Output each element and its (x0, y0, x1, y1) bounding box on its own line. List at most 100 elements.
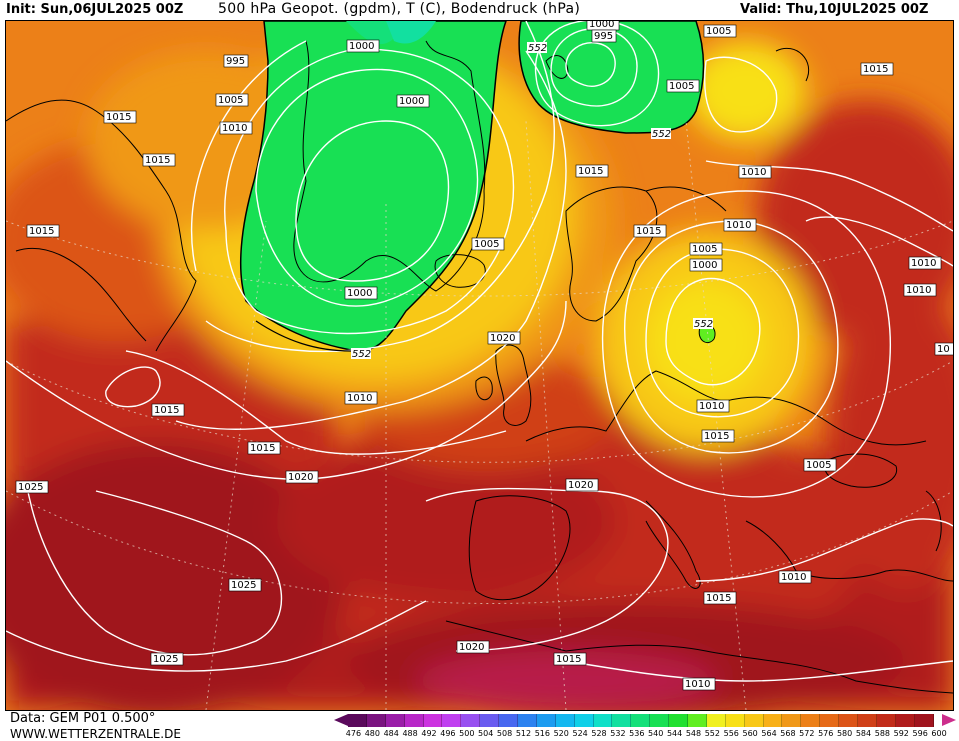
isobar-label: 1015 (860, 62, 894, 76)
svg-text:1015: 1015 (706, 593, 731, 604)
svg-text:1000: 1000 (692, 260, 717, 271)
isobar-label: 1010 (908, 256, 942, 270)
color-scale-cell (631, 714, 651, 727)
isobar-label: 1015 (247, 441, 281, 455)
isobar-label: 995 (223, 54, 249, 68)
color-scale-label: 556 (723, 729, 739, 738)
geopotential-label: 552 (651, 128, 671, 140)
color-scale-label: 536 (629, 729, 645, 738)
color-scale-label: 484 (383, 729, 399, 738)
svg-text:1005: 1005 (218, 95, 243, 106)
svg-text:995: 995 (594, 31, 613, 42)
color-scale-label: 488 (402, 729, 418, 738)
map-title: 500 hPa Geopot. (gpdm), T (C), Bodendruc… (218, 1, 581, 17)
color-scale-label: 568 (780, 729, 796, 738)
color-scale-cell (706, 714, 726, 727)
isobar-label: 1015 (151, 403, 185, 417)
color-scale-label: 500 (459, 729, 475, 738)
svg-text:1010: 1010 (685, 679, 710, 690)
isobar-label: 1015 (575, 164, 609, 178)
svg-text:1020: 1020 (568, 480, 593, 491)
isobar-label: 1010 (778, 570, 812, 584)
color-scale-label: 596 (912, 729, 928, 738)
data-source: Data: GEM P01 0.500° (10, 711, 156, 726)
svg-text:1020: 1020 (490, 333, 515, 344)
isobar-label: 1000 (344, 286, 378, 300)
svg-text:1010: 1010 (222, 123, 247, 134)
isobar-label: 1005 (703, 24, 737, 38)
color-scale-label: 560 (742, 729, 758, 738)
color-scale-label: 496 (440, 729, 456, 738)
isobar-label: 1015 (26, 224, 60, 238)
color-scale-label: 548 (685, 729, 702, 738)
svg-text:1005: 1005 (669, 81, 694, 92)
geopotential-trough-deep (386, 21, 436, 44)
color-scale-label: 540 (648, 729, 664, 738)
svg-text:552: 552 (694, 319, 713, 330)
svg-text:1015: 1015 (704, 431, 729, 442)
color-scale-cell (688, 714, 707, 727)
color-scale-cell (669, 714, 689, 727)
svg-text:1010: 1010 (781, 572, 806, 583)
website: WWW.WETTERZENTRALE.DE (10, 727, 181, 741)
color-scale-cell (518, 714, 537, 727)
isobar-label: 1010 (738, 165, 772, 179)
init-time: Init: Sun,06JUL2025 00Z (6, 2, 184, 17)
svg-text:1015: 1015 (154, 405, 179, 416)
isobar-labels: 1000 1000 995 995 1005 1005 1015 1005 10… (15, 21, 953, 691)
color-scale-cell (763, 714, 783, 727)
color-scale-label: 564 (761, 729, 777, 738)
color-scale-cell (480, 714, 500, 727)
color-scale-label: 592 (893, 729, 909, 738)
svg-text:1015: 1015 (578, 166, 603, 177)
geopotential-552-contour (255, 320, 352, 352)
color-scale-arrow-left (334, 714, 348, 726)
color-scale-label: 476 (345, 729, 362, 738)
isobar-label: 1000 (396, 94, 430, 108)
color-scale-cell (744, 714, 764, 727)
svg-text:1005: 1005 (474, 239, 499, 250)
svg-text:552: 552 (528, 43, 547, 54)
svg-text:1000: 1000 (347, 288, 372, 299)
svg-text:1000: 1000 (349, 41, 374, 52)
color-scale-cell (555, 714, 575, 727)
isobar-label: 1015 (633, 224, 667, 238)
svg-text:1025: 1025 (18, 482, 43, 493)
color-scale-label: 552 (704, 729, 720, 738)
geopotential-label: 552 (693, 318, 713, 330)
weather-map: 552 552 552 552 1000 1000 995 995 1005 1… (5, 20, 954, 711)
isobar-label: 1010 (682, 677, 716, 691)
map-header: Init: Sun,06JUL2025 00Z 500 hPa Geopot. … (0, 0, 959, 20)
isobar-label: 1020 (487, 331, 521, 345)
color-scale-label: 572 (799, 729, 815, 738)
color-scale-label: 544 (666, 729, 683, 738)
svg-text:1010: 1010 (699, 401, 724, 412)
color-scale-bar (348, 714, 934, 727)
color-scale-cell (423, 714, 443, 727)
weather-map-svg: 552 552 552 552 1000 1000 995 995 1005 1… (6, 21, 953, 710)
color-scale-arrow-right (942, 714, 956, 726)
color-scale-label: 588 (874, 729, 891, 738)
isobar-label: 995 (591, 29, 617, 43)
color-scale-label: 512 (515, 729, 532, 738)
svg-text:1000: 1000 (399, 96, 424, 107)
geopotential-label: 552 (527, 42, 547, 54)
svg-text:1020: 1020 (459, 642, 484, 653)
color-scale-label: 520 (553, 729, 569, 738)
color-scale-cell (725, 714, 745, 727)
color-scale-label: 528 (591, 729, 607, 738)
isobar-label: 1005 (471, 237, 505, 251)
color-scale-cell (385, 714, 405, 727)
isobar-label: 1025 (228, 578, 262, 592)
color-scale-label: 584 (855, 729, 872, 738)
color-scale-label: 508 (496, 729, 513, 738)
isobar-label: 1010 (344, 391, 378, 405)
isobar-label: 1005 (689, 242, 723, 256)
svg-text:1005: 1005 (692, 244, 717, 255)
svg-text:1000: 1000 (589, 21, 614, 30)
color-scale: 476 480 484 488 492 496 500 504 508 512 516 520 524 5… (334, 714, 956, 741)
valid-time: Valid: Thu,10JUL2025 00Z (740, 2, 929, 17)
color-scale-cell (895, 714, 915, 727)
isobar-label: 1015 (703, 591, 737, 605)
svg-text:995: 995 (226, 56, 245, 67)
